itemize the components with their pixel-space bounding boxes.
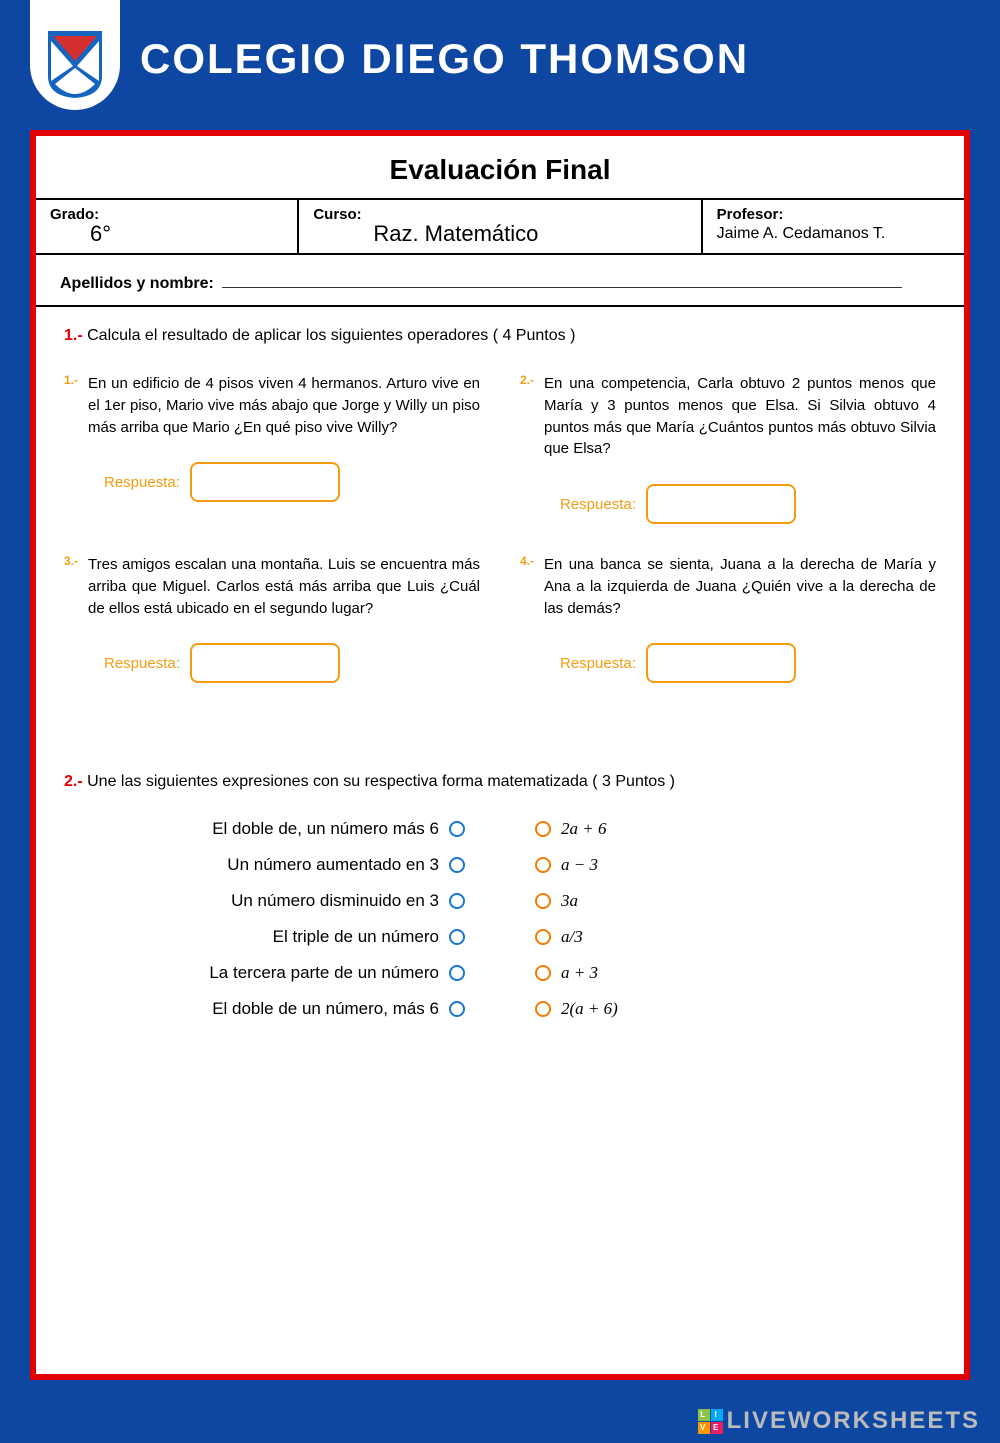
match-left-connector[interactable] (449, 929, 465, 945)
info-row: Grado: 6° Curso: Raz. Matemático Profeso… (36, 198, 964, 255)
grade-cell: Grado: 6° (36, 200, 299, 253)
watermark-logo-tile: E (711, 1422, 723, 1434)
match-right-text: a + 3 (561, 963, 598, 983)
response-input[interactable] (190, 643, 340, 683)
match-right-connector[interactable] (535, 965, 551, 981)
response-row: Respuesta: (88, 643, 480, 683)
response-input[interactable] (190, 462, 340, 502)
match-grid: El doble de, un número más 6 Un número au… (64, 819, 936, 1019)
watermark-logo: LIVE (698, 1409, 723, 1434)
school-name: COLEGIO DIEGO THOMSON (140, 35, 749, 83)
response-label: Respuesta: (104, 474, 180, 491)
match-right-text: 2a + 6 (561, 819, 606, 839)
match-left-connector[interactable] (449, 1001, 465, 1017)
content-area: 1.- Calcula el resultado de aplicar los … (36, 307, 964, 1039)
response-label: Respuesta: (560, 655, 636, 672)
match-right-row: a − 3 (535, 855, 906, 875)
problem-number: 1.- (64, 373, 78, 387)
problem-number: 4.- (520, 554, 534, 568)
question-2-header: 2.- Une las siguientes expresiones con s… (64, 773, 936, 791)
problem-number: 3.- (64, 554, 78, 568)
problem-2: 2.- En una competencia, Carla obtuvo 2 pu… (520, 373, 936, 524)
match-right-connector[interactable] (535, 821, 551, 837)
problem-text: En una competencia, Carla obtuvo 2 punto… (544, 373, 936, 460)
match-right-connector[interactable] (535, 893, 551, 909)
match-left-row: Un número disminuido en 3 (94, 891, 465, 911)
response-row: Respuesta: (544, 484, 936, 524)
problem-text: En un edificio de 4 pisos viven 4 herman… (88, 373, 480, 438)
problem-4: 4.- En una banca se sienta, Juana a la de… (520, 554, 936, 683)
match-left-connector[interactable] (449, 965, 465, 981)
match-left-text: El doble de un número, más 6 (212, 999, 439, 1019)
teacher-cell: Profesor: Jaime A. Cedamanos T. (703, 200, 964, 253)
name-label: Apellidos y nombre: (60, 275, 214, 292)
match-right-column: 2a + 6 a − 3 3a a/3 a + 3 2(a + 6) (535, 819, 906, 1019)
question-2-number: 2.- (64, 773, 83, 790)
match-left-connector[interactable] (449, 821, 465, 837)
match-right-row: a + 3 (535, 963, 906, 983)
problems-grid: 1.- En un edificio de 4 pisos viven 4 her… (64, 373, 936, 683)
match-right-text: a − 3 (561, 855, 598, 875)
problem-text: Tres amigos escalan una montaña. Luis se… (88, 554, 480, 619)
match-left-connector[interactable] (449, 857, 465, 873)
grade-value: 6° (50, 221, 283, 247)
course-cell: Curso: Raz. Matemático (299, 200, 702, 253)
response-label: Respuesta: (104, 655, 180, 672)
problem-text: En una banca se sienta, Juana a la derec… (544, 554, 936, 619)
name-line[interactable] (222, 287, 902, 288)
watermark-logo-tile: V (698, 1422, 710, 1434)
school-logo (30, 0, 120, 110)
course-value: Raz. Matemático (313, 221, 686, 247)
problem-number: 2.- (520, 373, 534, 387)
question-2-section: 2.- Une las siguientes expresiones con s… (64, 773, 936, 1019)
match-right-connector[interactable] (535, 929, 551, 945)
match-left-text: Un número disminuido en 3 (231, 891, 439, 911)
match-right-row: 2a + 6 (535, 819, 906, 839)
response-row: Respuesta: (544, 643, 936, 683)
problem-1: 1.- En un edificio de 4 pisos viven 4 her… (64, 373, 480, 524)
question-1-text: Calcula el resultado de aplicar los sigu… (83, 327, 576, 344)
teacher-value: Jaime A. Cedamanos T. (717, 225, 950, 243)
match-left-row: El doble de un número, más 6 (94, 999, 465, 1019)
match-left-column: El doble de, un número más 6 Un número au… (94, 819, 465, 1019)
match-left-row: Un número aumentado en 3 (94, 855, 465, 875)
match-right-text: 3a (561, 891, 578, 911)
match-right-row: 3a (535, 891, 906, 911)
match-left-text: Un número aumentado en 3 (227, 855, 439, 875)
match-right-connector[interactable] (535, 1001, 551, 1017)
response-input[interactable] (646, 484, 796, 524)
match-left-row: El triple de un número (94, 927, 465, 947)
match-left-text: El doble de, un número más 6 (212, 819, 439, 839)
match-right-text: 2(a + 6) (561, 999, 618, 1019)
match-right-row: 2(a + 6) (535, 999, 906, 1019)
page-header: COLEGIO DIEGO THOMSON (0, 0, 1000, 120)
match-right-connector[interactable] (535, 857, 551, 873)
question-2-text: Une las siguientes expresiones con su re… (83, 773, 675, 790)
watermark-logo-tile: L (698, 1409, 710, 1421)
match-right-text: a/3 (561, 927, 583, 947)
watermark-text: LIVEWORKSHEETS (727, 1407, 980, 1435)
match-left-text: La tercera parte de un número (209, 963, 439, 983)
evaluation-title: Evaluación Final (36, 136, 964, 198)
problem-3: 3.- Tres amigos escalan una montaña. Luis… (64, 554, 480, 683)
response-label: Respuesta: (560, 496, 636, 513)
watermark: LIVE LIVEWORKSHEETS (698, 1407, 980, 1435)
match-left-row: La tercera parte de un número (94, 963, 465, 983)
teacher-label: Profesor: (717, 206, 950, 223)
watermark-logo-tile: I (711, 1409, 723, 1421)
match-left-text: El triple de un número (273, 927, 439, 947)
question-1-header: 1.- Calcula el resultado de aplicar los … (64, 327, 936, 345)
match-right-row: a/3 (535, 927, 906, 947)
response-row: Respuesta: (88, 462, 480, 502)
response-input[interactable] (646, 643, 796, 683)
worksheet: Evaluación Final Grado: 6° Curso: Raz. M… (30, 130, 970, 1380)
match-left-connector[interactable] (449, 893, 465, 909)
name-row: Apellidos y nombre: (36, 255, 964, 307)
match-left-row: El doble de, un número más 6 (94, 819, 465, 839)
question-1-number: 1.- (64, 327, 83, 344)
